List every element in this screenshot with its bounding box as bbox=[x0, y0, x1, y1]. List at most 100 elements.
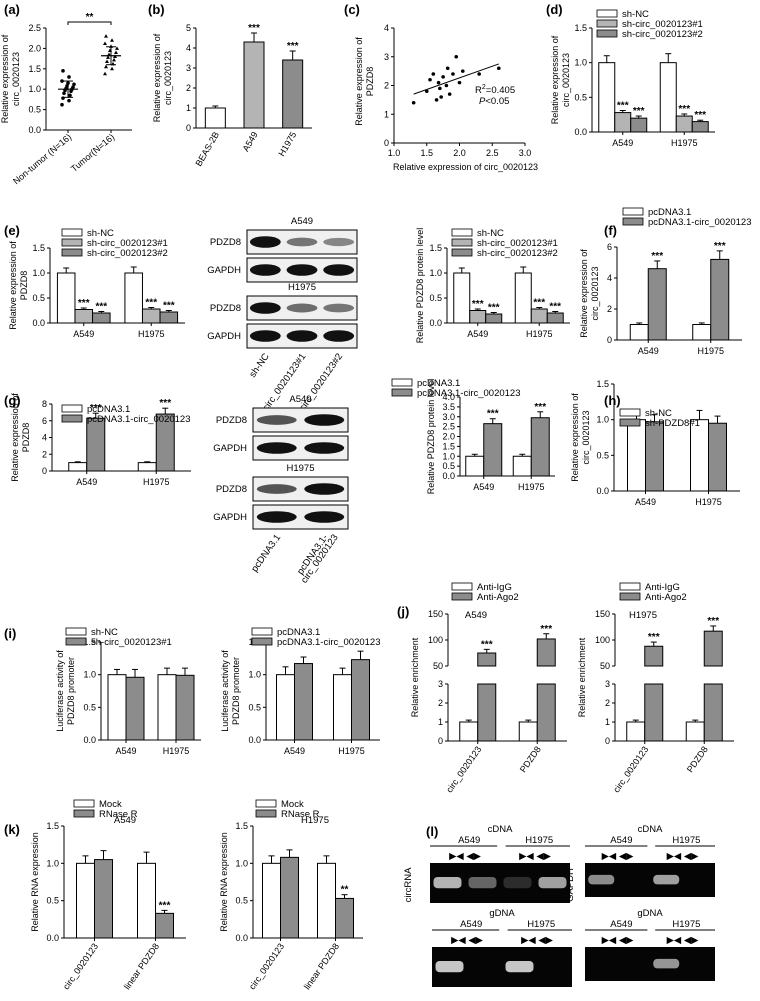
b-bar-2 bbox=[282, 59, 304, 129]
c-point bbox=[411, 100, 416, 105]
b-sig: *** bbox=[248, 23, 260, 34]
legend-swatch bbox=[73, 799, 95, 808]
legend-swatch bbox=[619, 592, 641, 601]
f-bar-0-1 bbox=[692, 324, 712, 341]
f-panel-label: (f) bbox=[604, 223, 617, 238]
i2-ytick-label: 0.5 bbox=[248, 702, 261, 712]
l-cell-label: A549 bbox=[610, 919, 632, 930]
d-sig: *** bbox=[633, 106, 645, 117]
l-gel-band bbox=[505, 961, 534, 973]
l-primers: ▶◀ ◀▶ bbox=[602, 851, 635, 862]
g2-sig: *** bbox=[534, 402, 546, 413]
l-side-label-1: circRNA bbox=[403, 867, 414, 902]
legend-swatch bbox=[622, 217, 644, 226]
blot-e-band bbox=[286, 303, 318, 313]
e2-bar-1-0 bbox=[469, 310, 487, 324]
c-point bbox=[451, 72, 455, 76]
d-bar-2-0 bbox=[630, 117, 648, 133]
blot-e-row: GAPDH bbox=[207, 331, 241, 342]
i1-bar-1-0 bbox=[125, 676, 145, 741]
l-cell-label: H1975 bbox=[527, 919, 555, 930]
d-legend-label: sh-NC bbox=[622, 9, 649, 20]
i2-legend-label: pcDNA3.1 bbox=[277, 627, 320, 638]
j2-title: H1975 bbox=[629, 610, 657, 621]
k1-legend-label: Mock bbox=[99, 799, 122, 810]
d-bar-1-0 bbox=[614, 112, 632, 133]
i1-ytick-label: 1.5 bbox=[83, 637, 96, 647]
d-legend-label: sh-circ_0020123#1 bbox=[622, 19, 703, 30]
j2-legend-label: Anti-Ago2 bbox=[645, 592, 687, 603]
i2-ylabel: Luciferase activity of bbox=[220, 650, 230, 732]
legend-swatch bbox=[451, 238, 473, 247]
e1-sig: *** bbox=[78, 298, 90, 309]
a-ylabel: Relative expression of bbox=[0, 34, 10, 123]
j2-bar-lower bbox=[644, 683, 664, 742]
a-ylabel-2: circ_0020123 bbox=[11, 52, 21, 106]
f-ylabel-2: circ_0020123 bbox=[590, 266, 600, 320]
d-xtick-label: H1975 bbox=[671, 138, 698, 148]
h-ytick-label: 1.5 bbox=[596, 379, 609, 389]
j1-upper-ytick-label: 100 bbox=[428, 635, 443, 645]
j1-panel-label: (j) bbox=[397, 604, 409, 619]
e2-legend-label: sh-circ_0020123#2 bbox=[477, 248, 558, 259]
blot-g-band bbox=[256, 511, 297, 523]
j2-legend-label: Anti-IgG bbox=[645, 582, 680, 593]
d-bar-2-1 bbox=[691, 121, 709, 133]
i1-legend-label: sh-circ_0020123#1 bbox=[91, 637, 172, 648]
blot-e-cell: H1975 bbox=[288, 282, 316, 293]
k2-ytick-label: 0.5 bbox=[235, 896, 248, 906]
a-xtick-label: Non-tumor (N=16) bbox=[11, 132, 73, 186]
j2-xtick-label: PDZD8 bbox=[685, 744, 710, 774]
legend-swatch bbox=[451, 248, 473, 257]
chart-j2: 50 100 150 0 1 2 3 circ_0020123 *** PDZD8 *** Relat… bbox=[577, 582, 734, 794]
i1-ytick-label: 0.0 bbox=[83, 735, 96, 745]
c-point bbox=[431, 72, 436, 76]
chart-k2: 0.0 0.5 1.0 1.5 circ_0020123 linear PDZD8 ** Re… bbox=[219, 799, 363, 991]
i1-legend-label: sh-NC bbox=[91, 627, 118, 638]
d-ylabel: Relative expression of bbox=[550, 35, 560, 124]
legend-swatch bbox=[255, 809, 277, 818]
b-bar-1 bbox=[243, 41, 265, 129]
j2-ylabel: Relative enrichment bbox=[577, 637, 587, 717]
b-ylabel: Relative expression of bbox=[152, 33, 162, 122]
l-primers: ▶◀ ◀▶ bbox=[602, 935, 635, 946]
k1-xtick-label: linear PDZD8 bbox=[122, 941, 161, 991]
d-sig: *** bbox=[617, 101, 629, 112]
l-gel-band bbox=[435, 961, 464, 973]
legend-swatch bbox=[596, 29, 618, 38]
h-bar-1-1 bbox=[708, 422, 727, 492]
f-xtick-label: A549 bbox=[638, 346, 659, 356]
f-ytick-label: 2 bbox=[607, 304, 612, 314]
d-sig: *** bbox=[694, 110, 706, 121]
k1-bar-1-0 bbox=[94, 859, 113, 939]
l-section-title: cDNA bbox=[488, 824, 513, 835]
blot-e-band bbox=[286, 237, 318, 247]
e2-bar-2-0 bbox=[485, 313, 503, 324]
blot-e-band bbox=[323, 303, 355, 313]
c-xtick-label: 1.0 bbox=[388, 148, 401, 158]
blot-g-band bbox=[256, 484, 297, 494]
e1-sig: *** bbox=[95, 302, 107, 313]
f-legend-label: pcDNA3.1 bbox=[648, 207, 691, 218]
h-panel-label: (h) bbox=[604, 393, 621, 408]
d-ytick-label: 1.0 bbox=[574, 58, 587, 68]
chart-b: 0 1 2 3 4 5 BEAS-2B *** A549 *** H1975 Relative exp… bbox=[148, 2, 312, 168]
f-bar-1-0 bbox=[647, 268, 667, 341]
f-legend-label: pcDNA3.1-circ_0020123 bbox=[648, 217, 752, 228]
i1-panel-label: (i) bbox=[4, 626, 16, 641]
g1-xtick-label: A549 bbox=[76, 477, 97, 487]
j2-lower-ytick-label: 2 bbox=[605, 698, 610, 708]
k2-ytick-label: 1.0 bbox=[235, 858, 248, 868]
blot-g-band bbox=[304, 414, 345, 426]
i1-ylabel: Luciferase activity of bbox=[55, 650, 65, 732]
j2-upper-ytick-label: 50 bbox=[600, 661, 610, 671]
a-point bbox=[68, 93, 72, 98]
a-point bbox=[103, 41, 107, 46]
i2-ytick-label: 0.0 bbox=[248, 735, 261, 745]
b-ylabel-2: circ_0020123 bbox=[163, 51, 173, 105]
e2-xtick-label: A549 bbox=[467, 329, 488, 339]
g2-ytick-label: 2.5 bbox=[442, 422, 455, 432]
e2-ytick-label: 0.0 bbox=[429, 318, 442, 328]
g2-ylabel: Relative PDZD8 protein level bbox=[426, 379, 436, 495]
blot-e-band bbox=[249, 264, 281, 276]
